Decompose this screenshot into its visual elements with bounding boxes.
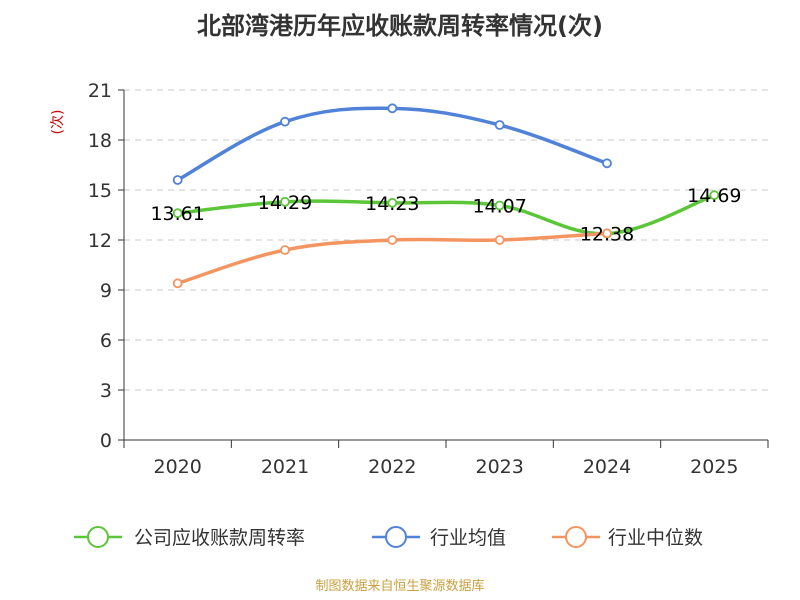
- axes: 0 3 6 9 12 15 18 21 2020 2021 2022 2023 2024 2025: [88, 80, 769, 478]
- series-1-point-2: [387, 103, 398, 114]
- series-0-point-2: [387, 197, 398, 208]
- legend-marker-0: [87, 526, 109, 548]
- series-0-point-0: [172, 208, 183, 219]
- data-label: 14.69: [687, 185, 741, 207]
- series-0-point-1: [280, 196, 290, 207]
- data-label: 14.07: [472, 196, 526, 218]
- series-0-point-3: [494, 200, 505, 211]
- y-tick-label: 6: [100, 330, 112, 352]
- series-2-point-4: [602, 228, 612, 239]
- chart-title: 北部湾港历年应收账款周转率情况(次): [197, 12, 603, 40]
- data-labels: 13.61 14.29 14.23 14.07 12.38 14.69: [150, 185, 741, 246]
- legend-label: 行业中位数: [608, 527, 703, 549]
- source-note: 制图数据来自恒生聚源数据库: [315, 578, 484, 594]
- series-1-point-0: [172, 175, 183, 185]
- data-label: 14.29: [258, 192, 312, 214]
- y-tick-label: 18: [88, 130, 112, 152]
- legend: 公司应收账款周转率 行业均值 行业中位数: [74, 526, 703, 549]
- x-tick-label: 2025: [690, 456, 738, 478]
- y-axis-label: (次): [50, 110, 66, 135]
- y-tick-label: 3: [100, 380, 112, 402]
- x-tick-label: 2024: [583, 456, 631, 478]
- legend-marker-2: [565, 526, 587, 548]
- series-group: [172, 103, 720, 289]
- x-tick-label: 2023: [475, 456, 523, 478]
- y-tick-label: 9: [100, 280, 112, 302]
- data-label: 14.23: [365, 193, 419, 215]
- data-label: 12.38: [580, 224, 634, 246]
- legend-label: 行业均值: [430, 527, 506, 549]
- series-1-point-1: [280, 116, 290, 127]
- y-tick-label: 12: [88, 230, 112, 252]
- y-tick-label: 0: [100, 430, 112, 452]
- series-line-1: [175, 106, 609, 182]
- series-2-point-1: [280, 245, 290, 255]
- series-2-point-2: [387, 235, 398, 245]
- series-2-point-0: [172, 278, 183, 289]
- y-tick-label: 21: [88, 80, 112, 102]
- x-tick-label: 2021: [261, 456, 309, 478]
- x-tick-label: 2022: [368, 456, 416, 478]
- data-label: 13.61: [150, 203, 204, 225]
- series-1-point-4: [602, 158, 612, 169]
- series-line-0: [175, 193, 717, 236]
- series-0-point-5: [709, 190, 720, 201]
- series-2-point-3: [494, 235, 505, 245]
- legend-label: 公司应收账款周转率: [134, 527, 305, 549]
- legend-marker-1: [385, 526, 407, 548]
- y-tick-label: 15: [88, 180, 112, 202]
- x-tick-label: 2020: [153, 456, 201, 478]
- series-1-point-3: [494, 120, 505, 130]
